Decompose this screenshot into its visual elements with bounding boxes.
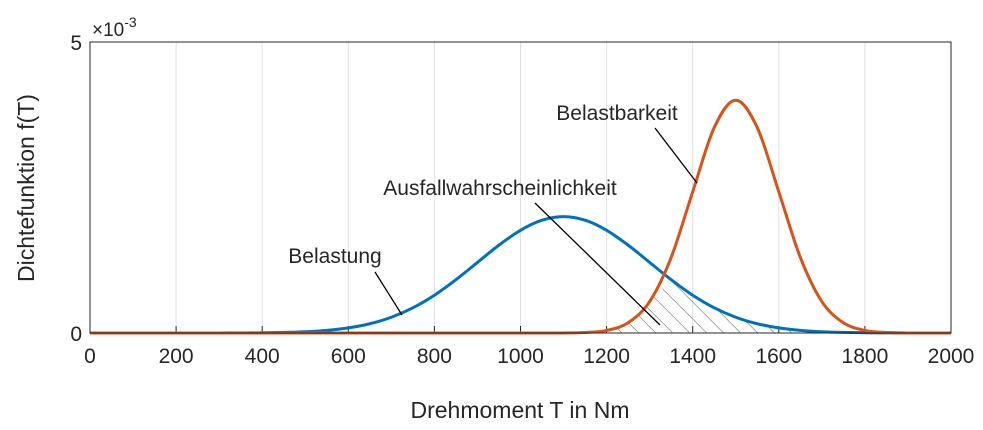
x-tick-label: 200 — [159, 345, 194, 368]
plot-frame — [89, 41, 952, 334]
y-multiplier-base: ×10 — [92, 20, 124, 41]
annotation: Belastung — [288, 245, 381, 268]
y-tick-label: 0 — [70, 323, 82, 346]
x-tick-label: 1800 — [842, 345, 889, 368]
x-tick-label: 1000 — [497, 345, 544, 368]
x-tick-label: 1400 — [669, 345, 716, 368]
x-axis-label: Drehmoment T in Nm — [411, 397, 630, 423]
y-multiplier: ×10-3 — [92, 14, 137, 41]
x-tick-label: 800 — [417, 345, 452, 368]
x-tick-label: 2000 — [928, 345, 975, 368]
y-axis-label: Dichtefunktion f(T) — [13, 94, 39, 282]
x-tick-label: 400 — [245, 345, 280, 368]
annotation-arrow — [654, 127, 698, 184]
plot-area: 0 200 400 600 800 1000 1200 1400 1600 1800 2000 0 5 — [70, 32, 974, 368]
y-tick-label: 5 — [70, 32, 82, 55]
x-tick-label: 0 — [84, 345, 96, 368]
annotation: Ausfallwahrscheinlichkeit — [383, 177, 617, 200]
annotation-arrow — [534, 202, 661, 326]
overlap-hatch — [606, 279, 822, 333]
y-multiplier-exponent: -3 — [124, 14, 137, 30]
annotation: Belastbarkeit — [556, 102, 678, 125]
x-tick-label: 1600 — [755, 345, 802, 368]
x-tick-label: 1200 — [583, 345, 630, 368]
x-tick-label: 600 — [331, 345, 366, 368]
annotation-arrow — [374, 271, 403, 316]
